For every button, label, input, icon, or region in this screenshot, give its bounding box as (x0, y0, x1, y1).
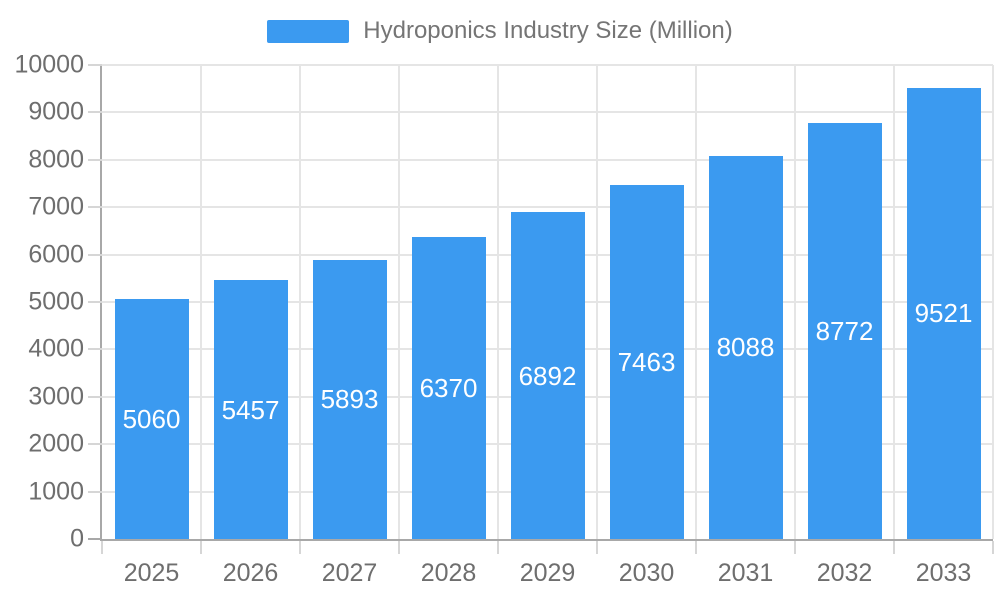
x-axis-tick-label: 2033 (915, 559, 972, 587)
bar[interactable]: 7463 (609, 185, 684, 539)
x-axis-tick-label: 2031 (717, 559, 774, 587)
bar-value-label: 8772 (815, 316, 874, 347)
y-axis-tick-label: 1000 (28, 477, 84, 506)
x-axis-tick-label: 2026 (222, 559, 279, 587)
x-axis-tick (497, 541, 499, 554)
y-axis-tick-label: 7000 (28, 192, 84, 221)
gridline-vertical (398, 65, 400, 539)
y-axis-tick (88, 206, 102, 209)
x-axis-tick (596, 541, 598, 554)
bar-value-label: 7463 (617, 347, 676, 378)
y-axis-tick (88, 158, 102, 161)
gridline-vertical (497, 65, 499, 539)
x-axis: 2025 2026 2027 2028 2029 2030 2031 2032 2033 (102, 541, 993, 596)
legend-swatch (267, 19, 350, 43)
bar-value-label: 8088 (716, 332, 775, 363)
y-axis-tick (88, 348, 102, 351)
bar-value-label: 5060 (122, 404, 181, 435)
y-axis-tick-label: 5000 (28, 287, 84, 316)
gridline-horizontal (102, 206, 993, 209)
bar[interactable]: 8772 (807, 123, 882, 539)
x-axis-tick (794, 541, 796, 554)
bar[interactable]: 5893 (312, 259, 387, 539)
y-axis-tick-label: 4000 (28, 334, 84, 363)
x-axis-tick-label: 2030 (618, 559, 675, 587)
x-axis-tick (299, 541, 301, 554)
gridline-horizontal (102, 64, 993, 66)
x-axis-tick (101, 541, 103, 554)
bar-value-label: 6370 (419, 373, 478, 404)
gridline-vertical (596, 65, 598, 539)
x-axis-tick-label: 2028 (420, 559, 477, 587)
y-axis-tick (88, 253, 102, 256)
y-axis-tick (88, 111, 102, 114)
bar-value-label: 5457 (221, 394, 280, 425)
x-axis-tick-label: 2025 (123, 559, 180, 587)
plot-area: 5060 5457 5893 6370 6892 7463 8088 8772 9521 (88, 64, 994, 554)
x-axis-tick-label: 2027 (321, 559, 378, 587)
x-axis-tick (992, 541, 994, 554)
x-axis-tick (893, 541, 895, 554)
gridline-horizontal (102, 111, 993, 114)
bar-value-label: 6892 (518, 360, 577, 391)
gridline-horizontal (102, 158, 993, 161)
y-axis-tick (88, 301, 102, 303)
x-axis-tick (398, 541, 400, 554)
gridline-vertical (794, 65, 796, 539)
y-axis-tick-label: 6000 (28, 240, 84, 269)
legend-item[interactable]: Hydroponics Industry Size (Million) (267, 17, 733, 45)
legend-label: Hydroponics Industry Size (Million) (363, 17, 733, 44)
gridline-vertical (992, 65, 994, 539)
y-axis-tick-label: 8000 (28, 145, 84, 174)
bar[interactable]: 6892 (510, 212, 585, 539)
bar[interactable]: 8088 (708, 155, 783, 539)
x-axis-tick (200, 541, 202, 554)
y-axis-tick-label: 0 (70, 524, 84, 553)
gridline-vertical (893, 65, 895, 539)
y-axis-tick-label: 2000 (28, 429, 84, 458)
y-axis-tick-label: 3000 (28, 382, 84, 411)
bar-value-label: 9521 (914, 298, 973, 329)
bar[interactable]: 5060 (114, 299, 189, 539)
bar[interactable]: 6370 (411, 237, 486, 539)
y-axis: 0 1000 2000 3000 4000 5000 6000 7000 8000 9000 100… (0, 51, 100, 553)
y-axis-tick (88, 395, 102, 398)
y-axis-tick (88, 538, 102, 540)
legend: Hydroponics Industry Size (Million) (0, 17, 1000, 45)
y-axis-tick (88, 490, 102, 493)
y-axis-tick-label: 10000 (14, 50, 84, 79)
y-axis-tick (88, 64, 102, 66)
x-axis-tick-label: 2029 (519, 559, 576, 587)
gridline-vertical (200, 65, 202, 539)
y-axis-tick-label: 9000 (28, 97, 84, 126)
x-axis-tick (695, 541, 697, 554)
gridline-vertical (695, 65, 697, 539)
bar-value-label: 5893 (320, 384, 379, 415)
bar[interactable]: 5457 (213, 280, 288, 539)
x-axis-tick-label: 2032 (816, 559, 873, 587)
y-axis-tick (88, 443, 102, 446)
bar[interactable]: 9521 (906, 87, 981, 539)
gridline-vertical (299, 65, 301, 539)
